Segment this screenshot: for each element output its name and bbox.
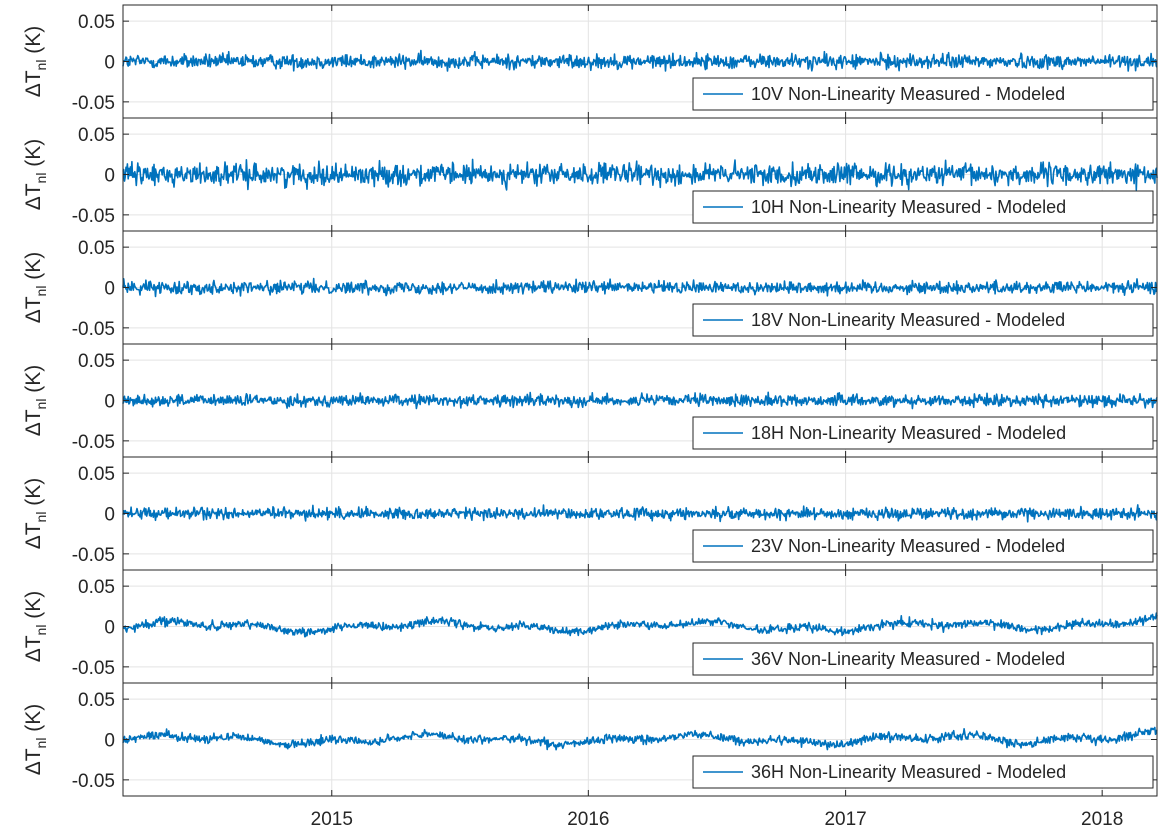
y-tick-label: 0.05 — [78, 351, 115, 372]
legend-box — [692, 642, 1154, 676]
y-axis-label-subscript: nl — [33, 738, 49, 749]
y-axis-label-subscript: nl — [33, 399, 49, 410]
y-tick-label: 0.05 — [78, 464, 115, 485]
y-tick-label: -0.05 — [72, 545, 115, 566]
legend: 18V Non-Linearity Measured - Modeled — [692, 303, 1154, 337]
y-tick-label: 0 — [104, 53, 115, 74]
y-axis-label-symbol: ΔT — [22, 748, 45, 775]
y-tick-label: 0 — [104, 166, 115, 187]
legend: 10V Non-Linearity Measured - Modeled — [692, 77, 1154, 111]
subplot-2: 0.05 0 -0.05 ΔTnl (K) 10H Non-Linearity Meas… — [22, 117, 1158, 232]
y-axis-label-symbol: ΔT — [22, 183, 45, 210]
series-line — [122, 277, 1158, 298]
y-axis-label-unit: (K) — [22, 365, 45, 399]
y-axis-label: ΔTnl (K) — [22, 591, 49, 663]
y-tick-label: 0.05 — [78, 125, 115, 146]
subplot-1: 0.05 0 -0.05 ΔTnl (K) 10V Non-Linearity Meas… — [22, 4, 1158, 119]
y-axis-label-symbol: ΔT — [22, 409, 45, 436]
series-line — [122, 726, 1158, 751]
legend-label: 10V Non-Linearity Measured - Modeled — [751, 84, 1065, 104]
subplot-5: 0.05 0 -0.05 ΔTnl (K) 23V Non-Linearity Meas… — [22, 456, 1158, 571]
y-axis-label-symbol: ΔT — [22, 635, 45, 662]
x-tick-label: 2015 — [311, 809, 353, 830]
y-tick-label: 0 — [104, 392, 115, 413]
y-tick-label: -0.05 — [72, 771, 115, 792]
y-axis-label: ΔTnl (K) — [22, 139, 49, 211]
y-tick-label: -0.05 — [72, 319, 115, 340]
y-axis-label-symbol: ΔT — [22, 70, 45, 97]
y-axis-label-subscript: nl — [33, 173, 49, 184]
y-axis-label: ΔTnl (K) — [22, 252, 49, 324]
y-tick-label: 0.05 — [78, 690, 115, 711]
legend: 10H Non-Linearity Measured - Modeled — [692, 190, 1154, 224]
y-axis-label: ΔTnl (K) — [22, 26, 49, 98]
series-line — [122, 391, 1158, 410]
y-axis-label-unit: (K) — [22, 26, 45, 60]
y-tick-label: -0.05 — [72, 658, 115, 679]
legend-box — [692, 303, 1154, 337]
y-tick-label: 0 — [104, 505, 115, 526]
y-axis-label-subscript: nl — [33, 512, 49, 523]
y-axis-label-symbol: ΔT — [22, 522, 45, 549]
y-tick-label: 0 — [104, 731, 115, 752]
y-axis-label-subscript: nl — [33, 625, 49, 636]
legend-label: 36H Non-Linearity Measured - Modeled — [751, 762, 1066, 782]
y-axis-label-unit: (K) — [22, 478, 45, 512]
y-tick-label: -0.05 — [72, 93, 115, 114]
y-axis-label: ΔTnl (K) — [22, 478, 49, 550]
legend-box — [692, 77, 1154, 111]
legend-label: 23V Non-Linearity Measured - Modeled — [751, 536, 1065, 556]
y-axis-label-subscript: nl — [33, 286, 49, 297]
y-tick-label: 0.05 — [78, 238, 115, 259]
y-axis-label-symbol: ΔT — [22, 296, 45, 323]
legend: 18H Non-Linearity Measured - Modeled — [692, 416, 1154, 450]
legend: 36V Non-Linearity Measured - Modeled — [692, 642, 1154, 676]
y-axis-label: ΔTnl (K) — [22, 365, 49, 437]
subplot-4: 0.05 0 -0.05 ΔTnl (K) 18H Non-Linearity Meas… — [22, 343, 1158, 458]
y-axis-label-subscript: nl — [33, 60, 49, 71]
subplot-7: 0.05 0 -0.05 ΔTnl (K) 36H Non-Linearity Meas… — [22, 682, 1158, 797]
y-axis-label-unit: (K) — [22, 139, 45, 173]
series-line — [122, 49, 1158, 72]
y-tick-label: -0.05 — [72, 432, 115, 453]
legend-box — [692, 416, 1154, 450]
y-axis-label-unit: (K) — [22, 252, 45, 286]
y-axis-label: ΔTnl (K) — [22, 704, 49, 776]
series-line — [122, 504, 1158, 523]
legend-box — [692, 755, 1154, 789]
legend: 36H Non-Linearity Measured - Modeled — [692, 755, 1154, 789]
y-tick-label: 0 — [104, 279, 115, 300]
y-tick-label: 0.05 — [78, 12, 115, 33]
series-line — [122, 158, 1158, 191]
x-tick-label: 2016 — [567, 809, 609, 830]
legend-label: 18V Non-Linearity Measured - Modeled — [751, 310, 1065, 330]
y-tick-label: 0 — [104, 618, 115, 639]
y-axis-label-unit: (K) — [22, 591, 45, 625]
series-line — [122, 612, 1158, 638]
legend-label: 36V Non-Linearity Measured - Modeled — [751, 649, 1065, 669]
subplot-3: 0.05 0 -0.05 ΔTnl (K) 18V Non-Linearity Meas… — [22, 230, 1158, 345]
legend-box — [692, 529, 1154, 563]
legend-label: 18H Non-Linearity Measured - Modeled — [751, 423, 1066, 443]
y-tick-label: 0.05 — [78, 577, 115, 598]
y-axis-label-unit: (K) — [22, 704, 45, 738]
subplot-6: 0.05 0 -0.05 ΔTnl (K) 36V Non-Linearity Meas… — [22, 569, 1158, 684]
x-tick-label: 2017 — [824, 809, 866, 830]
legend-box — [692, 190, 1154, 224]
y-tick-label: -0.05 — [72, 206, 115, 227]
legend-label: 10H Non-Linearity Measured - Modeled — [751, 197, 1066, 217]
x-tick-label: 2018 — [1081, 809, 1123, 830]
legend: 23V Non-Linearity Measured - Modeled — [692, 529, 1154, 563]
